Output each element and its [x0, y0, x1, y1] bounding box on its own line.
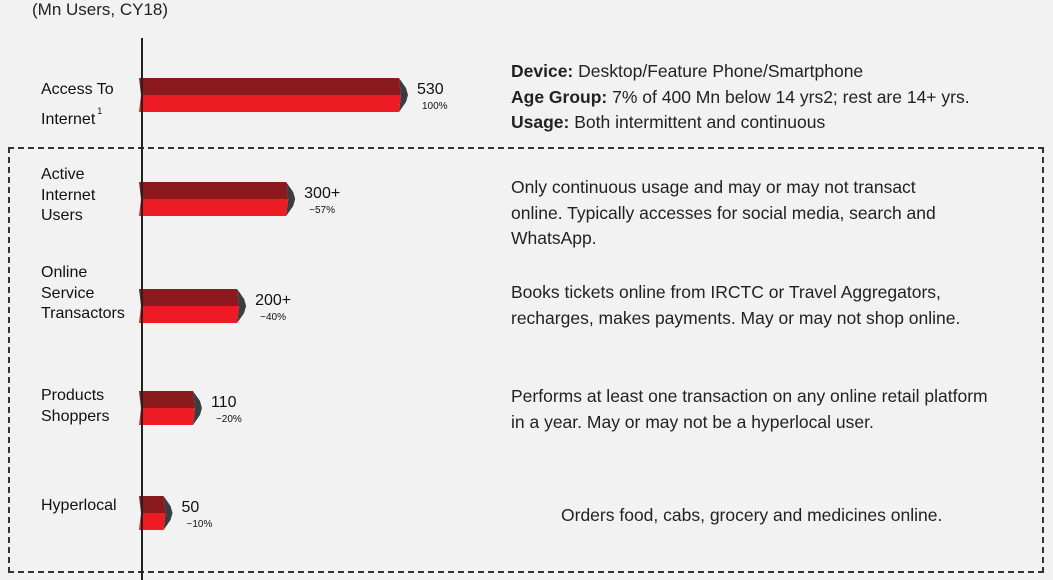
age-group-text: 7% of 400 Mn below 14 yrs2; rest are 14+… [607, 86, 970, 107]
bar-end-cap [237, 289, 247, 323]
device-line: Device: Desktop/Feature Phone/Smartphone [511, 59, 1011, 85]
segment-box [8, 147, 1044, 573]
category-label-active: Active Internet Users [41, 166, 96, 224]
bar-front-face [139, 513, 166, 530]
share-label-access: 100% [422, 101, 448, 112]
age-group-label: Age Group: [511, 86, 608, 107]
bar-transactors [139, 289, 247, 323]
bar-front-face [139, 408, 195, 425]
share-label-active: ~57% [309, 205, 335, 216]
device-label: Device: [511, 61, 574, 81]
bar-end-cap [399, 78, 408, 112]
bar-top-face [139, 78, 401, 95]
bar-front-face [139, 306, 240, 323]
bar-top-face [139, 182, 289, 199]
description-shoppers: Performs at least one transaction on any… [511, 386, 988, 432]
bar-top-face [139, 391, 195, 408]
description-transactors: Books tickets online from IRCTC or Trave… [511, 282, 961, 328]
device-text: Desktop/Feature Phone/Smartphone [573, 61, 864, 81]
bar-shoppers [139, 391, 202, 425]
bar-end-cap [163, 496, 173, 530]
bar-front-face [139, 95, 401, 112]
usage-label: Usage: [511, 112, 570, 132]
value-label-transactors: 200+ [255, 292, 291, 309]
usage-line: Usage: Both intermittent and continuous [511, 110, 1011, 136]
bar-top-face [139, 289, 240, 306]
category-label-access: Access To Internet 1 [41, 80, 114, 130]
value-label-access: 530 [417, 81, 444, 98]
value-label-shoppers: 110 [211, 394, 237, 411]
category-label-transactors: Online Service Transactors [41, 264, 125, 322]
category-label-hyperlocal: Hyperlocal [41, 497, 117, 514]
footnote-marker: 1 [97, 105, 103, 116]
bar-access [139, 78, 408, 112]
share-label-hyperlocal: ~10% [187, 519, 213, 530]
bar-hyperlocal [139, 496, 173, 530]
bar-end-cap [286, 182, 296, 216]
description-hyperlocal: Orders food, cabs, grocery and medicines… [561, 505, 943, 525]
share-label-transactors: ~40% [260, 312, 286, 323]
description-active: Only continuous usage and may or may not… [511, 177, 936, 248]
value-label-hyperlocal: 50 [182, 499, 200, 516]
category-label-access-text: Access To Internet [41, 81, 114, 128]
age-group-line: Age Group: 7% of 400 Mn below 14 yrs2; r… [511, 85, 1011, 111]
unit-note: (Mn Users, CY18) [32, 0, 169, 19]
category-label-shoppers: Products Shoppers [41, 387, 110, 425]
bar-top-face [139, 496, 166, 513]
bar-active [139, 182, 296, 216]
y-axis-line [141, 38, 143, 580]
bar-end-cap [192, 391, 202, 425]
share-label-shoppers: ~20% [216, 414, 242, 425]
value-label-active: 300+ [304, 185, 340, 202]
usage-text: Both intermittent and continuous [569, 112, 826, 132]
bar-front-face [139, 199, 289, 216]
description-access: Device: Desktop/Feature Phone/Smartphone… [511, 59, 1011, 136]
